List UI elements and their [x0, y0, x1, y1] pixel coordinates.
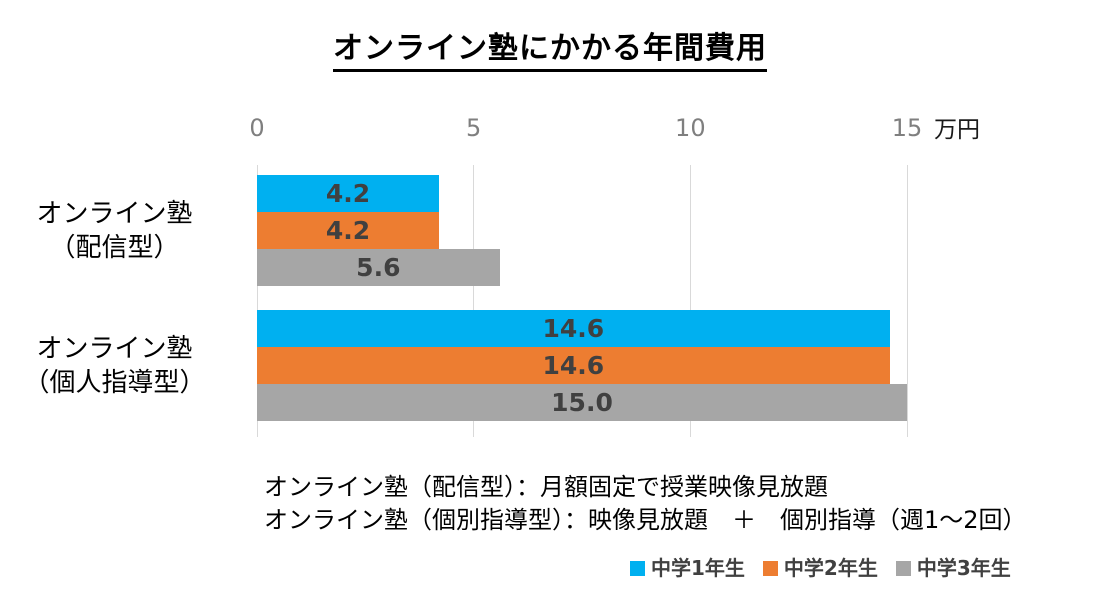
- footnote-line-1: オンライン塾（配信型）：月額固定で授業映像見放題: [264, 473, 828, 501]
- x-tick-label: 5: [466, 114, 482, 142]
- legend-label: 中学1年生: [651, 556, 745, 580]
- legend-label: 中学3年生: [916, 556, 1011, 580]
- bar-series-1-category-2: 14.6: [257, 310, 890, 347]
- bar-series-3-category-1: 5.6: [257, 249, 500, 286]
- x-tick-label: 0: [249, 114, 265, 142]
- bar-value-label: 4.2: [325, 179, 371, 208]
- legend-label: 中学2年生: [783, 556, 878, 580]
- category-label-2: オンライン塾 （個人指導型）: [2, 332, 227, 400]
- plot-area: 4.2 14.6 4.2 14.6 5.6 15.0: [256, 165, 908, 437]
- footnotes: オンライン塾（配信型）：月額固定で授業映像見放題 オンライン塾（個別指導型）：映…: [264, 471, 1027, 537]
- gridline: [906, 165, 908, 437]
- x-axis-unit-label: 万円: [934, 117, 980, 143]
- category-label-line: オンライン塾: [36, 333, 193, 364]
- bar-value-label: 4.2: [325, 216, 371, 245]
- legend-swatch-icon: [895, 560, 911, 576]
- bar-value-label: 15.0: [551, 388, 613, 417]
- x-tick-label: 15: [891, 114, 923, 142]
- chart-title: オンライン塾にかかる年間費用: [333, 30, 767, 72]
- bar-value-label: 14.6: [542, 314, 605, 343]
- gridline: [256, 165, 258, 437]
- bar-value-label: 5.6: [356, 253, 401, 282]
- footnote-line-2: オンライン塾（個別指導型）：映像見放題 ＋ 個別指導（週1～2回）: [264, 506, 1027, 534]
- category-label-1: オンライン塾 （配信型）: [2, 197, 227, 265]
- x-tick-label: 10: [675, 114, 706, 142]
- legend-swatch-icon: [762, 560, 778, 576]
- legend-swatch-icon: [630, 560, 645, 576]
- gridline: [689, 165, 691, 437]
- category-label-line: （個人指導型）: [23, 367, 206, 398]
- bar-series-3-category-2: 15.0: [257, 384, 907, 421]
- category-label-line: オンライン塾: [36, 198, 193, 229]
- legend-item: 中学1年生: [630, 557, 745, 579]
- gridline: [473, 165, 475, 437]
- legend-item: 中学2年生: [762, 556, 878, 580]
- bar-series-2-category-1: 4.2: [257, 212, 439, 249]
- bar-series-1-category-1: 4.2: [257, 175, 439, 212]
- bar-series-2-category-2: 14.6: [257, 347, 890, 384]
- title-row: オンライン塾にかかる年間費用: [0, 30, 1100, 72]
- bar-value-label: 14.6: [542, 351, 605, 380]
- category-label-line: （配信型）: [49, 232, 180, 263]
- legend-item: 中学3年生: [895, 556, 1011, 580]
- legend: 中学1年生 中学2年生 中学3年生: [630, 557, 1011, 579]
